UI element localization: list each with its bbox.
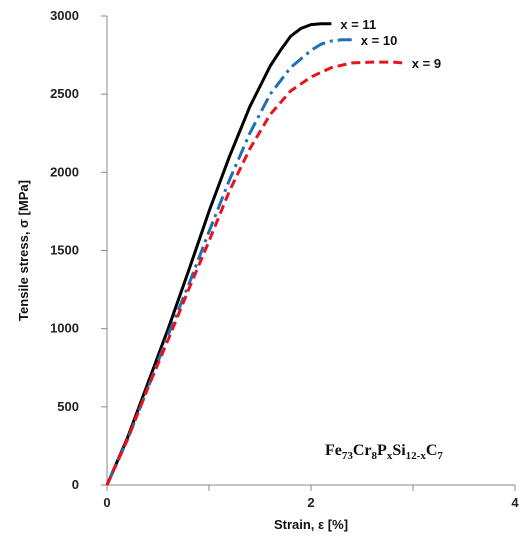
formula-subscript: 8 xyxy=(372,450,378,462)
x-tick-label: 4 xyxy=(511,495,519,510)
y-axis-title: Tensile stress, σ [MPa] xyxy=(16,180,31,321)
y-tick-label: 1500 xyxy=(50,243,79,258)
formula-subscript: 7 xyxy=(437,450,443,462)
formula-element: C xyxy=(426,442,438,459)
x-axis-title: Strain, ε [%] xyxy=(274,517,348,532)
y-tick-label: 500 xyxy=(57,399,79,414)
y-tick-label: 0 xyxy=(72,477,79,492)
series-label-2: x = 10 xyxy=(361,33,398,48)
formula-element: Si xyxy=(392,442,406,459)
formula-element: Fe xyxy=(325,442,342,459)
x-tick-label: 0 xyxy=(103,495,110,510)
formula-subscript: 73 xyxy=(342,450,354,462)
x-tick-label: 2 xyxy=(307,495,314,510)
alloy-formula-annotation: Fe73Cr8PxSi12-xC7 xyxy=(325,442,443,462)
series-labels: x = 11x = 10 x = 9 xyxy=(340,17,441,71)
formula-subscript: x xyxy=(387,450,393,462)
formula-element: P xyxy=(377,442,387,459)
y-tick-label: 2000 xyxy=(50,164,79,179)
formula-subscript: 12-x xyxy=(406,450,427,462)
y-tick-label: 3000 xyxy=(50,8,79,23)
series-label-3: x = 9 xyxy=(412,56,441,71)
series-line-3 xyxy=(105,60,403,486)
y-tick-label: 1000 xyxy=(50,321,79,336)
series-line-1 xyxy=(105,22,332,486)
chart-axes: 0 500 1000 1500 2000 2500 3000 0 2 4 xyxy=(50,8,519,510)
series-label-1: x = 11 xyxy=(340,17,376,32)
series-line-2 xyxy=(105,38,352,486)
chart-series xyxy=(105,22,403,486)
y-tick-label: 2500 xyxy=(50,86,79,101)
formula-element: Cr xyxy=(353,442,372,459)
